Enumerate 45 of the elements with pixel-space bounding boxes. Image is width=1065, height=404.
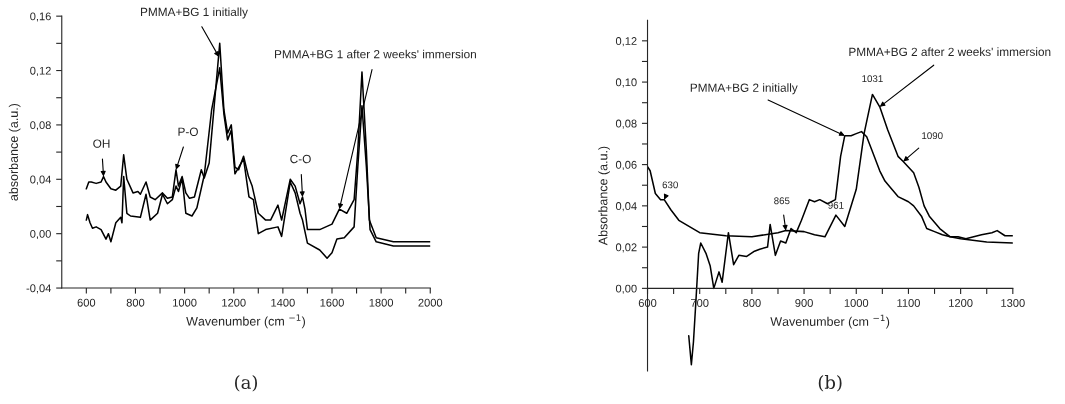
x-tick-label: 1000 [844, 299, 869, 307]
annotation: 961 [828, 201, 844, 209]
x-tick-label: 1400 [271, 298, 295, 307]
annotation: OH [93, 139, 110, 148]
y-tick-label: 0,00 [615, 284, 637, 294]
y-axis-title: Absorbance (a.u.) [598, 146, 610, 246]
x-tick-label: 800 [743, 299, 761, 307]
y-tick-label: 0,08 [30, 121, 51, 131]
text: (a) [235, 375, 258, 392]
x-tick-label: 800 [126, 298, 145, 307]
annotation: 865 [774, 197, 790, 205]
y-tick-label: -0,04 [26, 284, 52, 294]
x-tick-label: 1200 [222, 298, 246, 307]
y-tick-label: 0,02 [615, 243, 637, 253]
y-tick-label: 0,06 [615, 160, 637, 171]
y-axis-title: absorbance (a.u.) [8, 103, 21, 201]
y-tick-label: 0,04 [615, 202, 637, 212]
y-tick-label: 0,00 [30, 229, 51, 240]
x-tick-label: 1200 [949, 299, 973, 307]
x-axis-title: Wavenumber (cm $^{−1}$) [770, 314, 890, 329]
annotation: PMMA+BG 2 initially [690, 83, 798, 95]
x-axis-title: Wavenumber (cm $^{−1}$) [186, 314, 305, 329]
annotation: PMMA+BG 1 initially [141, 7, 248, 19]
text: (b) [818, 375, 842, 392]
y-tick-label: 0,16 [30, 12, 51, 22]
x-tick-label: 600 [77, 298, 96, 307]
y-tick-label: 0,04 [30, 175, 52, 185]
annotation: 630 [662, 181, 678, 189]
x-tick-label: 1800 [369, 298, 394, 307]
x-tick-label: 1300 [1001, 299, 1025, 307]
x-tick-label: 2000 [418, 298, 443, 307]
annotation: P-O [178, 127, 198, 136]
x-tick-label: 900 [795, 299, 813, 307]
annotation: PMMA+BG 1 after 2 weeks' immersion [275, 49, 476, 59]
y-tick-label: 0,12 [30, 66, 51, 76]
y-tick-label: 0,12 [615, 37, 637, 47]
y-tick-label: 0,10 [615, 78, 637, 88]
annotation: 1031 [862, 75, 883, 83]
annotation: 1090 [922, 132, 943, 140]
annotation: C-O [290, 154, 311, 164]
x-tick-label: 1600 [320, 298, 344, 307]
y-tick-label: 0,08 [615, 119, 637, 129]
x-tick-label: 1000 [173, 298, 197, 307]
annotation: PMMA+BG 2 after 2 weeks' immersion [849, 47, 1051, 57]
x-tick-label: 1100 [897, 299, 920, 307]
